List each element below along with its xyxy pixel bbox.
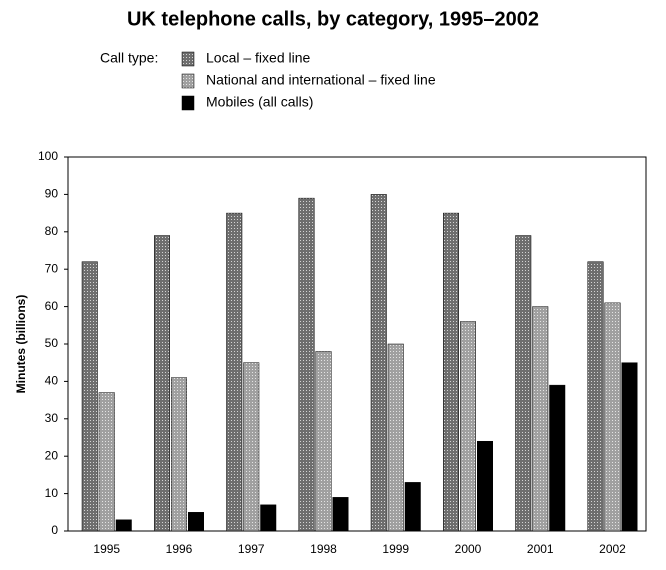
- y-tick-label: 30: [45, 411, 59, 425]
- legend-swatch: [181, 95, 195, 111]
- bar: [332, 497, 349, 532]
- legend-label: National and international – fixed line: [206, 72, 436, 88]
- legend-swatch: [181, 51, 195, 67]
- bar: [404, 482, 421, 532]
- bar: [460, 321, 476, 532]
- y-tick-label: 70: [45, 261, 59, 275]
- y-tick-label: 80: [45, 224, 59, 238]
- bar: [98, 392, 115, 532]
- y-tick-label: 40: [45, 374, 59, 388]
- y-tick-label: 50: [45, 336, 59, 350]
- x-tick-label: 1999: [382, 542, 409, 556]
- x-tick-label: 1998: [310, 542, 337, 556]
- legend-label: Local – fixed line: [206, 50, 311, 66]
- chart-title: UK telephone calls, by category, 1995–20…: [127, 8, 539, 30]
- legend-title: Call type:: [100, 50, 158, 66]
- bar: [387, 343, 404, 532]
- bar: [243, 362, 260, 532]
- y-tick-label: 0: [51, 523, 58, 537]
- bar: [443, 212, 459, 532]
- y-tick-label: 60: [45, 299, 59, 313]
- bar: [587, 261, 604, 532]
- y-tick-label: 100: [38, 149, 58, 163]
- bar: [188, 512, 204, 532]
- x-tick-label: 2001: [527, 542, 554, 556]
- bar: [260, 504, 277, 532]
- x-tick-label: 1996: [166, 542, 193, 556]
- bar: [549, 384, 566, 532]
- bar: [154, 235, 170, 532]
- x-tick-label: 1997: [238, 542, 265, 556]
- bar: [515, 235, 532, 532]
- y-tick-label: 90: [45, 187, 59, 201]
- bar: [370, 194, 387, 532]
- legend-swatch: [181, 73, 195, 89]
- y-axis-label: Minutes (billions): [14, 295, 28, 394]
- y-tick-label: 20: [45, 448, 59, 462]
- bar: [81, 261, 98, 532]
- bar: [532, 306, 549, 532]
- bar: [298, 197, 315, 532]
- bar: [621, 362, 638, 532]
- bar: [171, 377, 187, 532]
- bar: [477, 440, 493, 532]
- x-tick-label: 2002: [599, 542, 626, 556]
- x-tick-label: 1995: [93, 542, 120, 556]
- x-tick-label: 2000: [455, 542, 482, 556]
- bar: [315, 351, 332, 532]
- y-tick-label: 10: [45, 486, 59, 500]
- bar: [115, 519, 132, 532]
- legend-label: Mobiles (all calls): [206, 94, 313, 110]
- bar: [604, 302, 621, 532]
- bar: [226, 212, 243, 532]
